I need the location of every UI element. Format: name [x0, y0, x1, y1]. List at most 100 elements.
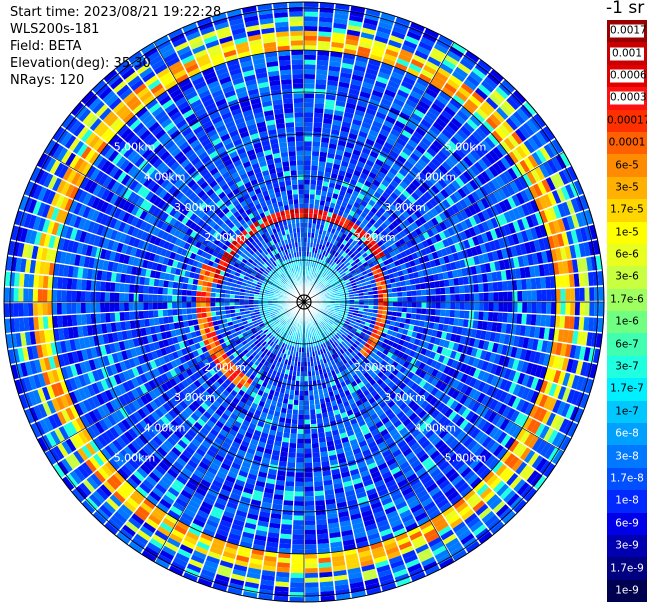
range-gate	[510, 496, 524, 510]
range-gate	[336, 314, 343, 319]
range-gate	[451, 413, 462, 424]
range-gate	[345, 356, 351, 362]
range-gate	[317, 427, 325, 434]
range-gate	[498, 302, 504, 312]
range-gate	[375, 420, 384, 429]
range-gate	[516, 313, 523, 324]
range-gate	[327, 312, 333, 317]
range-gate	[215, 302, 221, 307]
range-gate	[531, 420, 542, 435]
range-gate	[315, 504, 326, 511]
range-gate	[328, 391, 335, 397]
range-gate	[267, 532, 280, 539]
range-gate	[484, 351, 492, 362]
range-gate	[304, 357, 308, 362]
range-gate	[465, 540, 481, 553]
range-gate	[186, 296, 192, 302]
range-gate	[578, 316, 585, 331]
range-gate	[300, 371, 304, 377]
range-gate	[310, 414, 317, 420]
range-gate	[427, 375, 435, 384]
range-gate	[95, 302, 101, 313]
range-gate	[496, 343, 504, 354]
range-gate	[52, 303, 58, 316]
range-gate	[32, 303, 38, 317]
range-gate	[427, 342, 435, 351]
range-gate	[267, 434, 276, 441]
range-gate	[339, 360, 345, 367]
range-gate	[310, 423, 318, 429]
range-gate	[138, 294, 144, 302]
range-gate	[386, 510, 399, 519]
range-gate	[291, 563, 304, 569]
range-gate	[304, 433, 312, 439]
range-gate	[331, 354, 337, 360]
range-gate	[316, 312, 321, 317]
range-gate	[361, 564, 376, 572]
range-gate	[296, 376, 301, 382]
range-gate	[270, 513, 282, 520]
range-gate	[461, 509, 475, 521]
range-gate	[490, 386, 500, 399]
range-gate	[250, 553, 264, 561]
range-gate	[309, 390, 314, 396]
range-gate	[431, 490, 444, 501]
range-gate	[415, 376, 423, 385]
range-gate	[466, 424, 477, 436]
range-gate	[458, 505, 472, 517]
range-gate	[420, 314, 426, 321]
range-gate	[576, 375, 585, 391]
range-gate	[276, 401, 283, 408]
range-gate	[259, 584, 275, 591]
range-gate	[267, 473, 277, 480]
range-gate	[439, 382, 448, 392]
range-gate	[413, 351, 421, 360]
range-gate	[544, 444, 556, 460]
range-gate	[128, 293, 134, 302]
range-gate	[356, 371, 363, 378]
range-gate	[315, 403, 321, 410]
range-gate	[186, 308, 192, 315]
range-gate	[338, 322, 344, 327]
range-gate	[510, 346, 518, 358]
range-gate	[470, 347, 478, 357]
range-gate	[382, 537, 396, 546]
range-gate	[428, 536, 442, 548]
range-gate	[412, 507, 426, 518]
range-gate	[526, 313, 532, 325]
range-gate	[196, 296, 201, 302]
range-gate	[566, 358, 574, 373]
range-gate	[295, 481, 304, 487]
range-gate	[323, 392, 330, 399]
range-gate	[345, 350, 351, 356]
range-gate	[547, 397, 558, 412]
range-gate	[403, 376, 411, 385]
range-gate	[114, 312, 121, 322]
range-gate	[281, 407, 288, 414]
range-gate	[414, 359, 422, 368]
range-gate	[266, 541, 279, 548]
range-gate	[368, 308, 374, 313]
range-gate	[387, 400, 396, 408]
range-gate	[288, 447, 297, 453]
range-gate	[414, 385, 423, 394]
range-gate	[521, 387, 531, 400]
range-gate	[522, 336, 530, 349]
range-gate	[516, 444, 528, 458]
range-gate	[541, 410, 552, 425]
range-gate	[366, 488, 378, 496]
range-gate	[318, 344, 323, 350]
range-gate	[543, 462, 556, 478]
range-gate	[430, 450, 441, 460]
range-gate	[283, 427, 291, 434]
range-gate	[163, 280, 169, 288]
range-gate	[379, 322, 386, 328]
range-gate	[413, 445, 424, 455]
range-gate	[305, 587, 320, 593]
range-gate	[320, 451, 329, 458]
range-gate	[278, 392, 285, 399]
range-gate	[516, 359, 525, 372]
range-gate	[343, 322, 349, 327]
range-gate	[335, 492, 346, 499]
range-gate	[356, 491, 367, 499]
